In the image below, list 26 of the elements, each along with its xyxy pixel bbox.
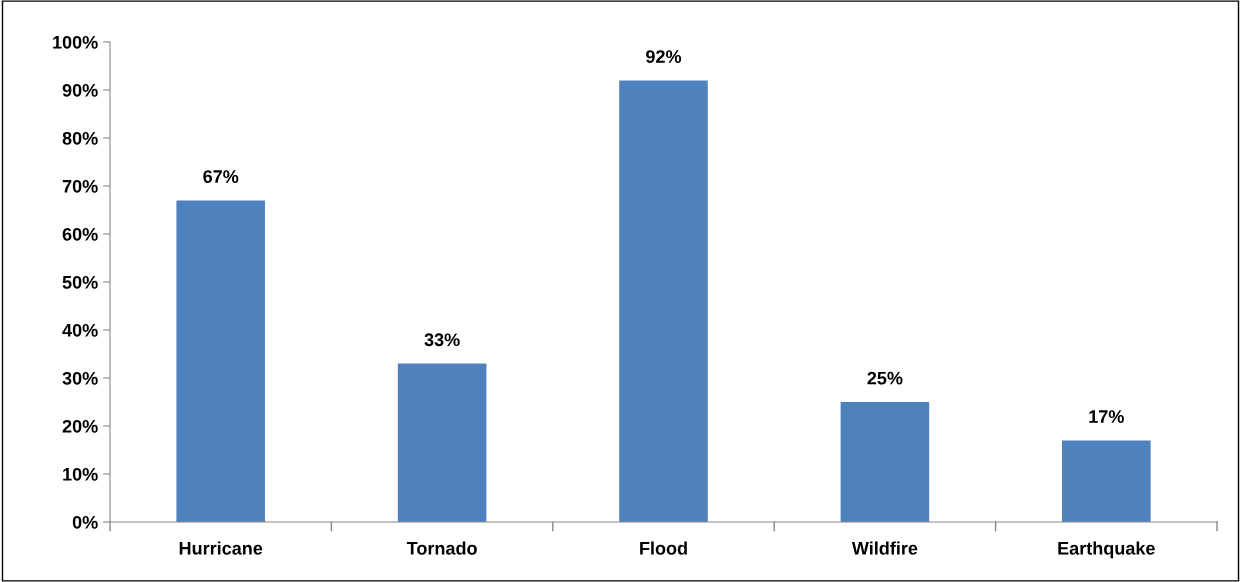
- x-tick-label: Wildfire: [851, 541, 918, 555]
- x-tick-label: Hurricane: [179, 541, 263, 555]
- y-tick-label: 0%: [72, 515, 98, 529]
- bar: [619, 80, 708, 522]
- y-tick-label: 10%: [63, 467, 98, 481]
- bar: [397, 363, 487, 522]
- y-tick-label: 30%: [62, 371, 98, 385]
- x-tick-label: Flood: [640, 541, 687, 555]
- data-label: 33%: [424, 333, 460, 347]
- y-tick-label: 20%: [62, 419, 98, 433]
- y-tick-label: 40%: [62, 323, 98, 337]
- y-tick-label: 100%: [53, 35, 98, 49]
- bar: [840, 402, 930, 522]
- y-tick-label: 70%: [62, 179, 98, 193]
- x-tick-label: Earthquake: [1058, 541, 1155, 559]
- x-tick-label: Tornado: [406, 541, 477, 555]
- data-label: 25%: [867, 371, 903, 385]
- data-label: 67%: [203, 170, 239, 183]
- bar: [176, 200, 265, 522]
- bar: [1062, 440, 1151, 522]
- y-tick-label: 90%: [62, 83, 98, 97]
- y-tick-label: 50%: [62, 275, 98, 289]
- data-label: 92%: [646, 50, 682, 63]
- y-tick-label: 80%: [62, 131, 98, 145]
- data-label: 17%: [1089, 410, 1124, 423]
- y-tick-label: 60%: [62, 227, 98, 241]
